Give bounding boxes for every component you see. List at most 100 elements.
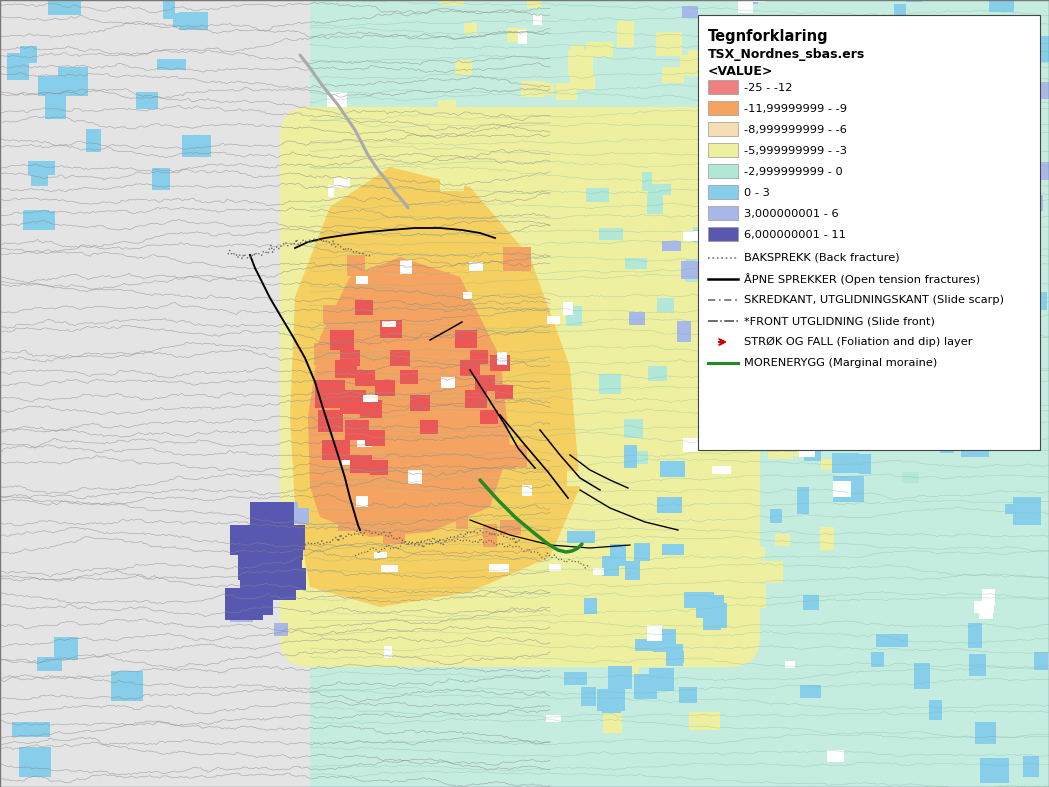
Bar [400,370,418,384]
Bar [894,4,906,31]
Bar [38,76,72,95]
Text: -8,999999999 - -6: -8,999999999 - -6 [744,125,847,135]
Bar [921,238,935,257]
Bar [742,0,757,5]
Bar [470,350,488,364]
Bar [607,211,634,227]
Bar [163,0,175,19]
Bar [775,534,790,545]
Bar [708,206,738,220]
Bar [230,602,253,622]
Bar [968,110,989,123]
Bar [327,186,334,197]
Bar [658,297,673,312]
Bar [833,481,851,497]
Bar [708,164,738,178]
Bar [939,108,955,127]
Bar [719,241,745,264]
Bar [860,305,881,330]
Bar [357,276,368,284]
Bar [368,478,394,501]
Bar [662,544,685,556]
Bar [410,395,430,411]
Bar [901,342,916,356]
Bar [621,652,639,675]
Bar [413,305,432,316]
Bar [832,453,859,473]
Bar [841,97,851,103]
Bar [587,307,601,328]
Bar [499,520,521,535]
Bar [976,326,993,342]
Bar [850,307,869,322]
Bar [111,671,143,700]
Bar [670,180,691,196]
Bar [945,381,963,395]
Bar [979,612,993,619]
Bar [602,556,619,576]
Bar [903,205,921,224]
Bar [581,687,596,707]
Bar [341,508,366,522]
Bar [20,46,37,64]
Bar [608,666,633,689]
Bar [937,379,962,392]
Bar [455,330,477,348]
Bar [827,44,843,61]
Bar [28,161,55,175]
Bar [711,466,731,474]
Bar [989,0,1014,12]
Bar [876,246,896,264]
Bar [929,700,942,720]
Bar [869,308,892,326]
Bar [341,418,366,430]
Bar [265,528,303,560]
Bar [848,417,858,432]
Bar [765,295,787,319]
Bar [747,242,756,252]
Bar [260,570,296,600]
Bar [734,357,747,369]
Bar [926,320,942,339]
Bar [420,420,438,434]
Bar [666,644,683,666]
Bar [871,652,884,667]
Bar [334,178,349,188]
Bar [586,42,614,57]
Bar [658,227,687,248]
Polygon shape [290,167,580,607]
Bar [985,439,999,451]
Text: 0 - 3: 0 - 3 [744,188,770,198]
Bar [438,100,456,116]
Bar [808,294,823,310]
Bar [496,352,507,365]
Bar [500,453,516,469]
Bar [568,531,595,543]
Bar [522,485,532,496]
Bar [683,596,694,619]
Bar [613,534,642,547]
Bar [894,75,907,101]
Bar [357,496,368,507]
Bar [340,350,360,366]
Bar [547,316,560,323]
Bar [484,524,496,547]
Bar [998,351,1014,364]
Bar [617,21,634,46]
Bar [355,300,373,315]
Bar [480,410,498,424]
Bar [385,309,411,323]
Bar [55,637,78,660]
Bar [660,461,685,478]
Bar [847,170,873,190]
Bar [968,623,982,648]
Bar [813,268,840,290]
Bar [136,92,158,109]
Bar [827,411,853,431]
Bar [1041,161,1049,180]
Bar [698,15,1040,450]
Bar [693,227,718,243]
Bar [240,559,282,595]
Bar [48,0,81,15]
Bar [611,544,626,566]
